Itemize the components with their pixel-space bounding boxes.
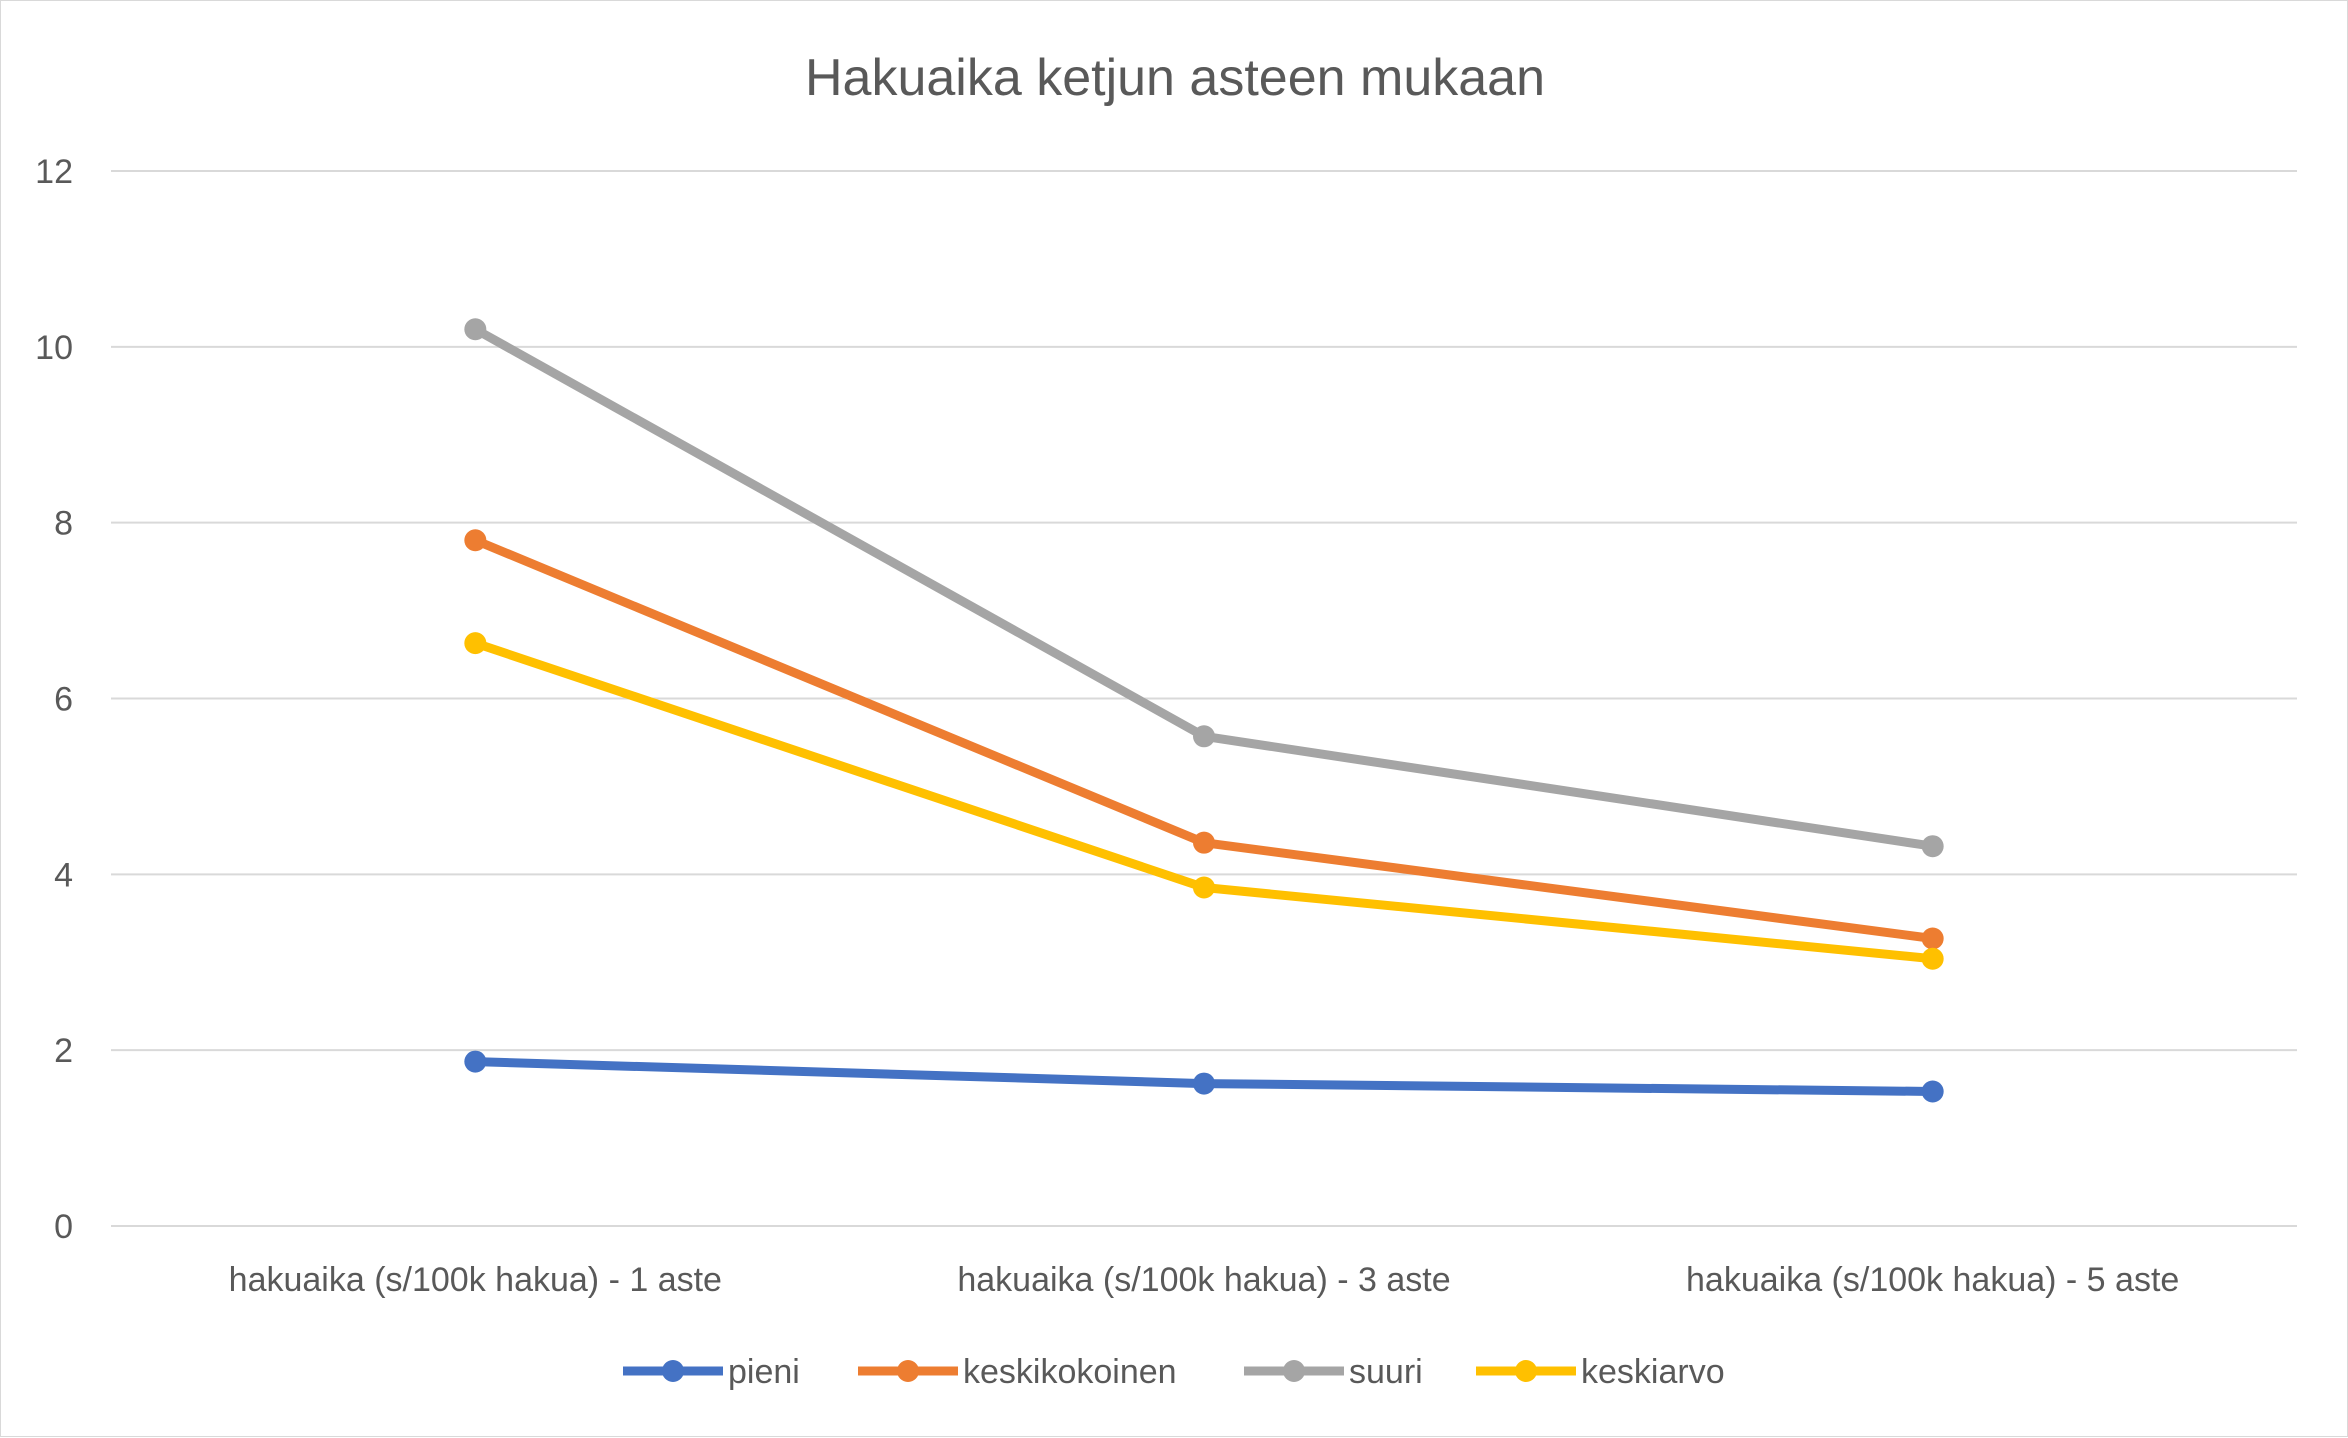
y-tick-label: 0 [54,1208,73,1246]
y-tick-label: 8 [54,505,73,543]
data-point-keskikokoinen [1921,927,1944,950]
x-axis-tick-labels: hakuaika (s/100k hakua) - 1 aste hakuaika… [229,1261,2180,1299]
legend-item-pieni: pieni [623,1353,800,1391]
data-point-suuri [1193,725,1215,748]
data-point-pieni [1193,1072,1215,1095]
legend-item-keskikokoinen: keskikokoinen [858,1353,1177,1391]
series-lines [464,318,1944,1103]
series-line-suuri [470,324,1938,851]
gridlines [111,170,2297,1227]
series-keskikokoinen [464,529,1944,950]
legend-label: keskikokoinen [963,1353,1177,1391]
series-suuri [464,318,1944,858]
legend-marker-pieni [662,1360,684,1382]
legend-marker-keskikokoinen [897,1360,919,1382]
y-axis-tick-labels: 0 2 4 6 8 10 12 [35,153,73,1246]
legend-marker-keskiarvo [1515,1360,1537,1382]
data-point-keskikokoinen [464,529,487,552]
chart-title: Hakuaika ketjun asteen mukaan [805,49,1545,107]
x-tick-label: hakuaika (s/100k hakua) - 1 aste [229,1261,722,1299]
series-keskiarvo [464,632,1944,970]
y-tick-label: 4 [54,856,73,894]
legend-label: pieni [728,1353,800,1391]
y-tick-label: 6 [54,681,73,719]
data-point-keskikokoinen [1193,831,1215,854]
x-tick-label: hakuaika (s/100k hakua) - 5 aste [1686,1261,2179,1299]
legend-item-keskiarvo: keskiarvo [1476,1353,1725,1391]
data-point-keskiarvo [464,632,487,655]
legend-label: suuri [1349,1353,1423,1391]
y-tick-label: 12 [35,153,73,191]
y-tick-label: 2 [54,1032,73,1070]
data-point-pieni [464,1050,487,1073]
data-point-suuri [464,318,487,341]
legend-item-suuri: suuri [1244,1353,1423,1391]
data-point-keskiarvo [1921,947,1944,970]
legend-marker-suuri [1283,1360,1305,1382]
x-tick-label: hakuaika (s/100k hakua) - 3 aste [957,1261,1450,1299]
y-tick-label: 10 [35,329,73,367]
data-point-suuri [1921,835,1944,858]
series-pieni [464,1050,1944,1103]
data-point-keskiarvo [1193,876,1215,899]
legend-label: keskiarvo [1581,1353,1725,1391]
data-point-pieni [1921,1080,1944,1103]
legend: pieni keskikokoinen suuri keskiarvo [623,1353,1725,1391]
